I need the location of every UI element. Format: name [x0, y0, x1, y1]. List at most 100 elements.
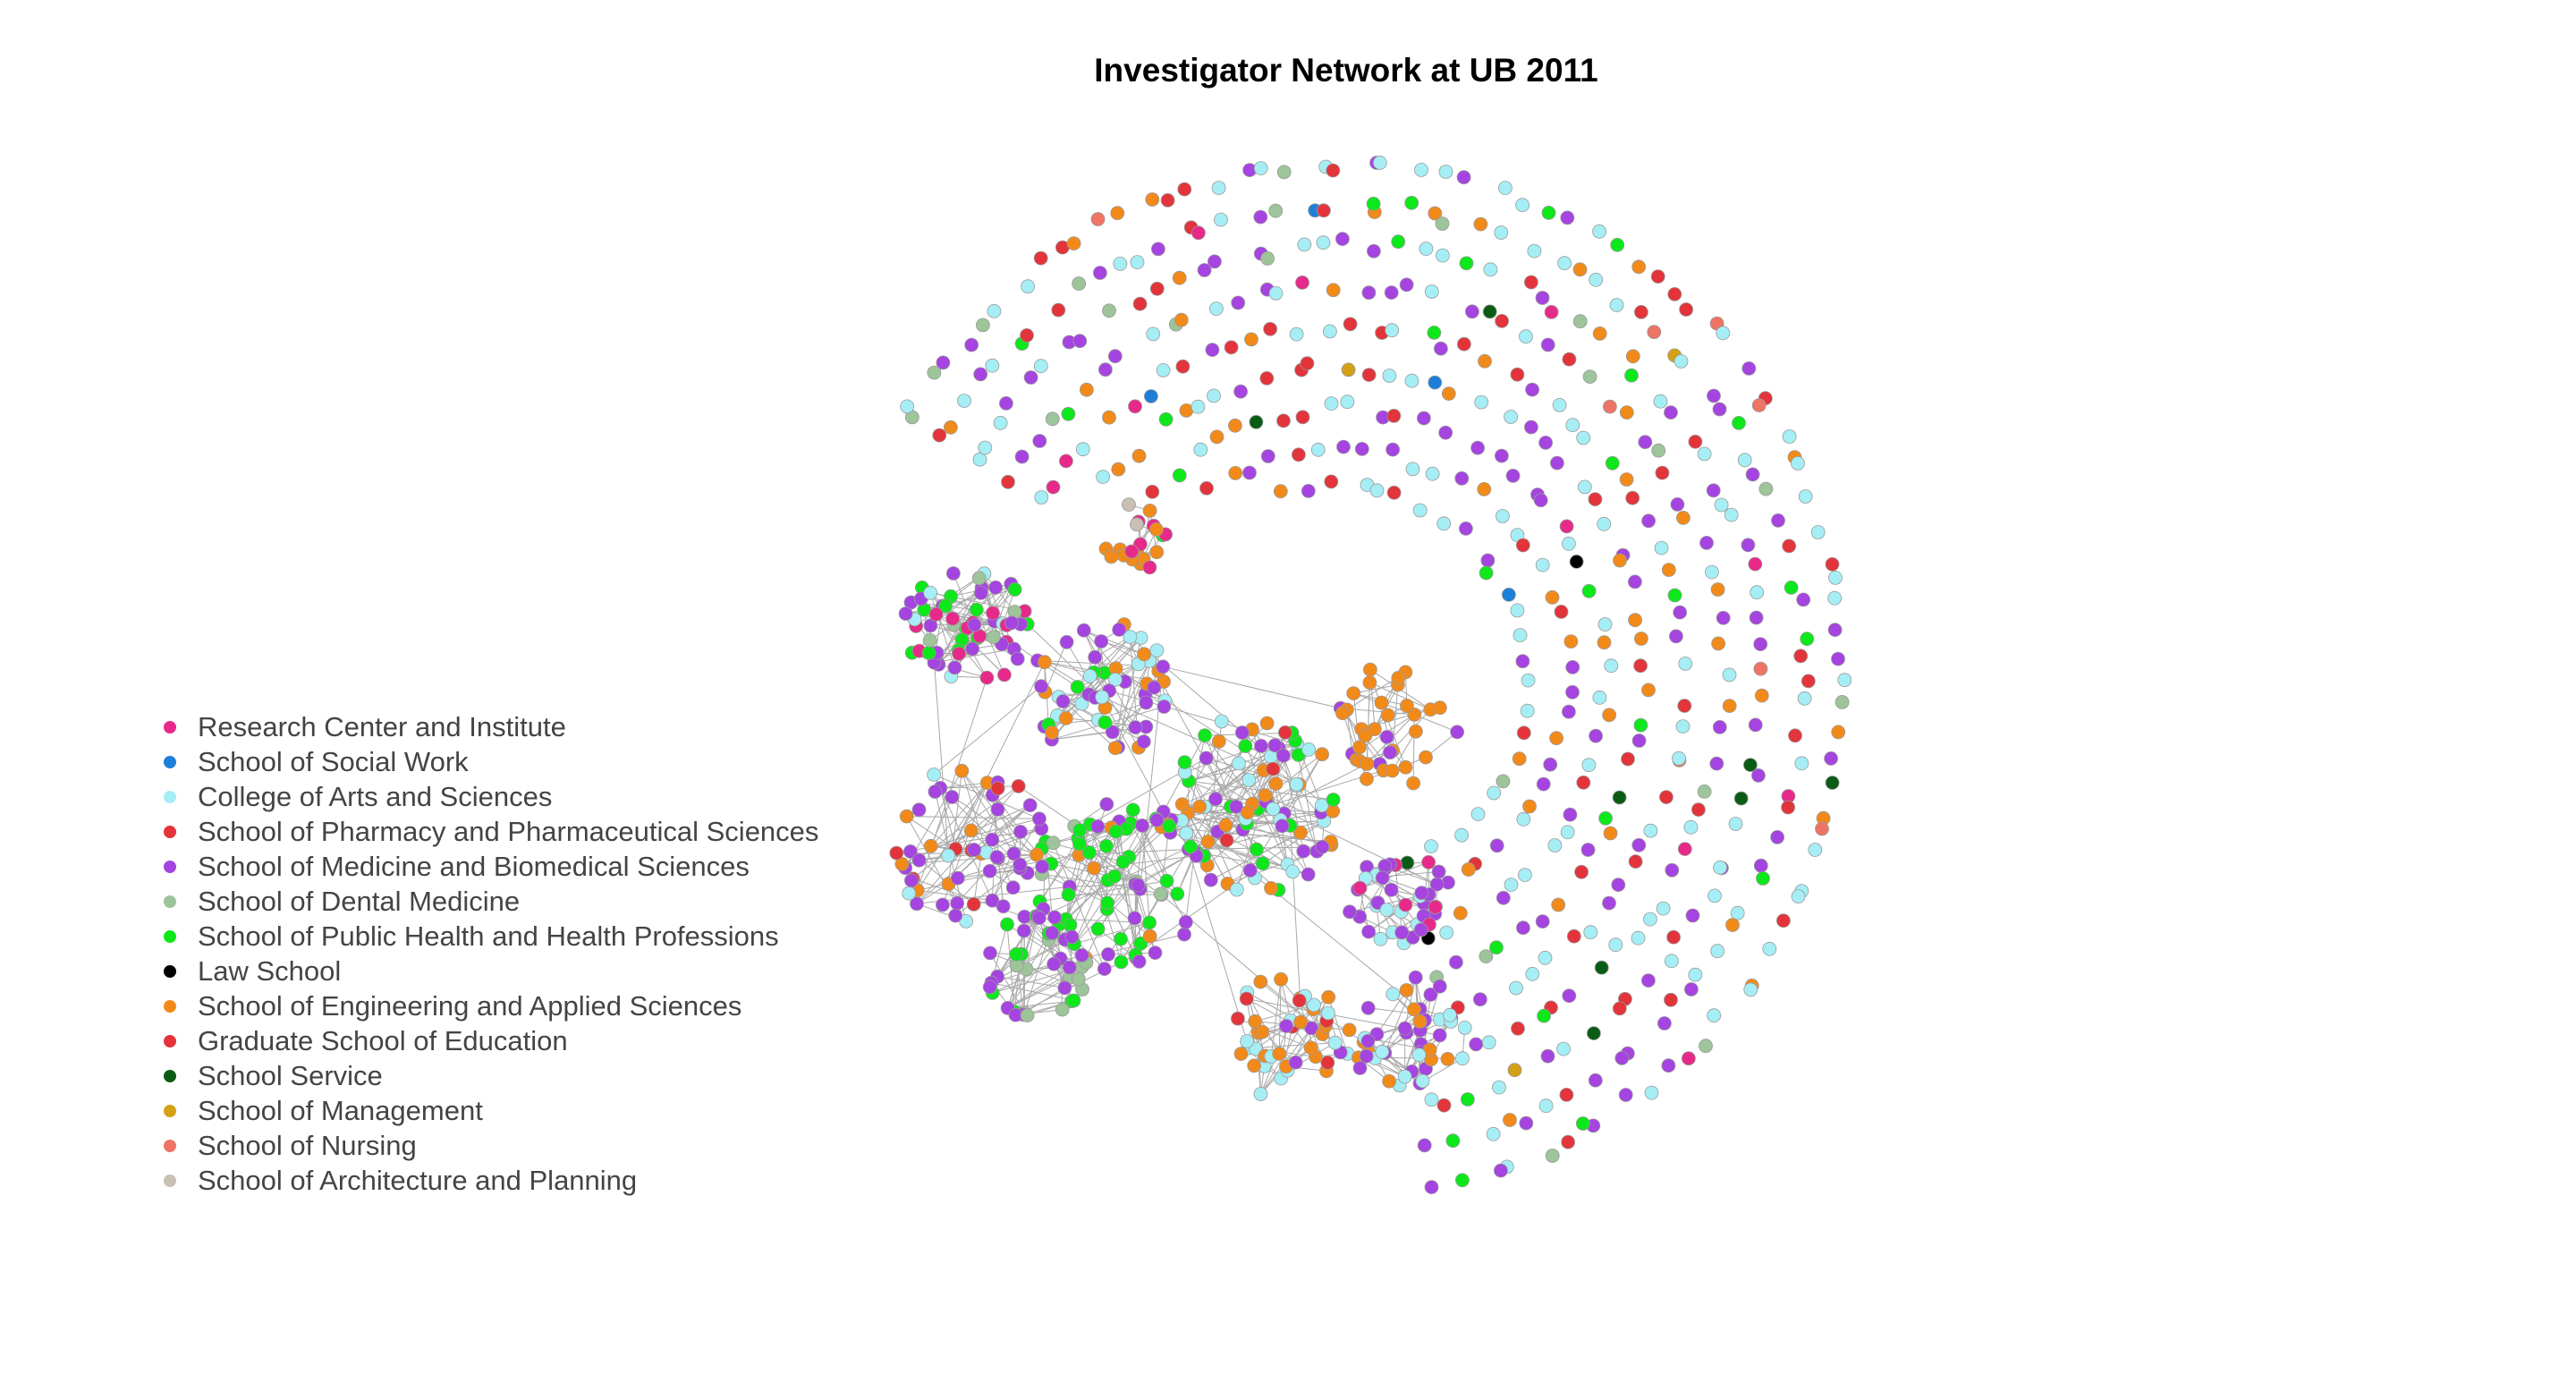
network-node — [1144, 389, 1158, 403]
network-node — [972, 452, 987, 467]
legend-label: Research Center and Institute — [198, 710, 566, 742]
network-node — [1710, 944, 1724, 959]
network-node — [1835, 695, 1850, 709]
legend-item: School of Engineering and Applied Scienc… — [159, 988, 818, 1023]
network-node — [1082, 668, 1097, 683]
network-node — [1434, 341, 1448, 356]
network-node — [1064, 929, 1080, 945]
legend-item: School of Pharmacy and Pharmaceutical Sc… — [159, 814, 818, 849]
network-node — [1621, 751, 1635, 767]
network-node — [1628, 613, 1642, 628]
network-node — [1634, 304, 1648, 319]
network-node — [1524, 275, 1538, 290]
legend-label: Graduate School of Education — [198, 1024, 568, 1056]
network-node — [1525, 382, 1539, 397]
network-node — [1612, 790, 1627, 805]
network-node — [1650, 269, 1665, 284]
network-node — [1147, 680, 1162, 695]
network-node — [1494, 225, 1509, 240]
network-node — [1032, 434, 1047, 448]
network-node — [911, 852, 927, 868]
network-node — [1722, 699, 1737, 713]
network-node — [1449, 954, 1463, 970]
network-node — [1675, 719, 1690, 734]
network-node — [1360, 1000, 1376, 1015]
network-node — [1183, 839, 1198, 854]
network-node — [1175, 359, 1191, 374]
network-node — [1496, 509, 1510, 523]
network-node — [1565, 660, 1580, 674]
network-node — [1191, 225, 1206, 241]
network-node — [1633, 658, 1648, 674]
network-node — [1107, 349, 1123, 364]
network-edge — [1187, 723, 1267, 814]
network-node — [1105, 725, 1120, 740]
network-node — [1709, 756, 1724, 771]
network-node — [1361, 368, 1377, 383]
network-node — [1697, 785, 1712, 799]
network-node — [1362, 675, 1377, 690]
network-node — [1440, 1052, 1455, 1066]
network-node — [1641, 683, 1656, 698]
network-node — [1292, 447, 1306, 462]
network-node — [1316, 235, 1331, 250]
network-node — [1602, 895, 1616, 911]
network-node — [1510, 603, 1525, 618]
network-node — [1624, 368, 1639, 383]
network-node — [1211, 181, 1226, 195]
network-node — [1268, 285, 1284, 301]
network-node — [1801, 674, 1816, 689]
legend-marker — [164, 964, 176, 978]
network-edge — [1114, 660, 1150, 749]
network-node — [1753, 858, 1768, 873]
network-node — [1436, 248, 1450, 263]
network-node — [1678, 657, 1693, 671]
network-node — [1713, 860, 1727, 875]
network-node — [1033, 359, 1048, 374]
network-node — [1384, 882, 1399, 897]
network-node — [1094, 634, 1109, 649]
network-edge — [933, 685, 1042, 776]
network-node — [1014, 449, 1030, 464]
network-node — [1218, 818, 1233, 833]
network-node — [985, 358, 1000, 373]
legend-item: School of Public Health and Health Profe… — [159, 919, 818, 954]
network-node — [1032, 811, 1046, 827]
network-node — [1255, 856, 1270, 871]
network-node — [1385, 763, 1400, 778]
network-node — [1128, 720, 1143, 734]
network-node — [1610, 237, 1625, 252]
network-node — [954, 763, 970, 778]
network-node — [1139, 695, 1154, 710]
network-edge — [1141, 825, 1150, 923]
network-node — [1592, 326, 1607, 341]
network-node — [1751, 768, 1766, 783]
network-edge — [1059, 923, 1106, 970]
network-edge — [911, 830, 972, 881]
network-node — [1267, 738, 1283, 753]
network-node — [1654, 540, 1669, 556]
network-node — [1130, 255, 1145, 270]
network-edge — [1097, 880, 1137, 929]
network-node — [979, 670, 995, 685]
legend-item: School of Medicine and Biomedical Scienc… — [159, 849, 818, 884]
network-node — [1021, 279, 1035, 294]
network-node — [1264, 881, 1278, 895]
network-node — [986, 606, 1000, 621]
network-node — [1541, 205, 1556, 220]
network-node — [1001, 474, 1015, 489]
network-edge — [1026, 916, 1038, 970]
network-node — [1228, 418, 1242, 433]
network-node — [1728, 817, 1743, 831]
network-node — [1352, 1061, 1368, 1075]
network-node — [1598, 810, 1613, 826]
network-node — [1034, 490, 1049, 505]
legend-label: School of Public Health and Health Profe… — [198, 920, 779, 952]
network-node — [1200, 835, 1216, 849]
network-node — [1524, 420, 1538, 435]
network-node — [1498, 181, 1513, 196]
network-node — [1295, 275, 1309, 290]
network-node — [1010, 651, 1025, 666]
network-node — [1023, 370, 1038, 385]
network-node — [1399, 277, 1414, 293]
